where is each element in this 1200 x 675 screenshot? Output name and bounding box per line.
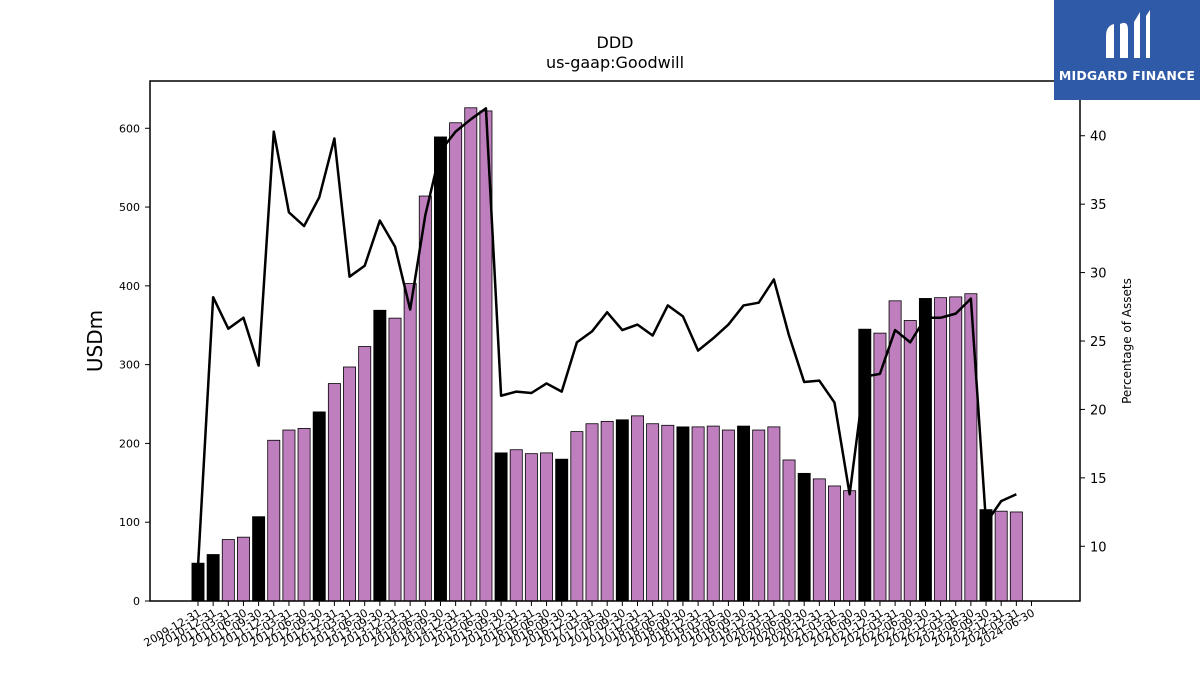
bar-quarter [221, 539, 235, 602]
bar-quarter [282, 429, 296, 602]
y2-tick-label: 15 [1090, 472, 1107, 487]
bar-annual [191, 562, 205, 602]
bar-annual [555, 458, 569, 602]
bar-annual [737, 425, 751, 602]
y-tick-label: 200 [119, 437, 140, 450]
bar-quarter [828, 485, 841, 602]
bar-quarter [600, 420, 614, 602]
bar-quarter [464, 107, 478, 602]
bar-annual [676, 426, 690, 602]
bar-quarter [949, 296, 963, 602]
bar-annual [373, 309, 387, 602]
bar-quarter [767, 426, 781, 602]
midgard-m-logo-icon [1106, 10, 1150, 58]
bar-quarter [297, 428, 311, 602]
bar-quarter [524, 453, 538, 602]
bar-quarter [509, 449, 523, 602]
y-tick-label: 400 [119, 280, 140, 293]
bar-quarter [706, 425, 720, 602]
bar-quarter [903, 320, 917, 602]
y-axis-right: 10 15 20 25 30 35 40 [1080, 130, 1107, 555]
bar-quarter [721, 429, 735, 602]
bar-quarter [661, 424, 675, 602]
bar-quarter [449, 122, 463, 602]
bar-quarter [752, 429, 766, 602]
y2-axis-label: Percentage of Assets [1120, 278, 1134, 404]
bars-layer [191, 107, 1023, 602]
y-tick-label: 500 [119, 201, 140, 214]
bar-quarter [646, 423, 660, 602]
bar-annual [797, 472, 811, 602]
y2-tick-label: 40 [1090, 130, 1107, 145]
bar-quarter [934, 297, 948, 602]
bar-annual [206, 554, 220, 602]
y-tick-label: 300 [119, 359, 140, 372]
y2-tick-label: 10 [1090, 540, 1107, 555]
bar-quarter [540, 452, 554, 602]
y-tick-label: 0 [133, 595, 140, 608]
y2-tick-label: 20 [1090, 403, 1107, 418]
y-tick-label: 100 [119, 516, 140, 529]
percent-of-assets-line [196, 107, 1017, 567]
x-axis: 2009-12-312010-12-312011-03-312011-06-30… [142, 601, 1037, 650]
bar-quarter [1009, 511, 1023, 602]
bar-annual [858, 328, 872, 602]
bar-quarter [570, 431, 584, 602]
y2-tick-label: 25 [1090, 335, 1107, 350]
bar-quarter [327, 383, 341, 602]
bar-annual [918, 298, 932, 602]
bar-quarter [388, 317, 402, 602]
bar-quarter [631, 415, 644, 602]
bar-quarter [782, 459, 796, 602]
chart-subtitle: us-gaap:Goodwill [546, 53, 684, 72]
y2-tick-label: 30 [1090, 267, 1107, 282]
bar-quarter [812, 478, 826, 602]
y-axis-left: 0 100 200 300 400 500 600 [119, 122, 150, 608]
chart-title: DDD [597, 33, 634, 52]
line-layer [196, 107, 1017, 567]
bar-quarter [691, 426, 705, 602]
bar-annual [252, 516, 266, 602]
bar-annual [615, 419, 629, 602]
bar-quarter [994, 510, 1008, 602]
bar-quarter [267, 439, 281, 602]
bar-quarter [358, 346, 372, 602]
y-tick-label: 600 [119, 122, 140, 135]
y2-tick-label: 35 [1090, 198, 1107, 213]
bar-quarter [343, 366, 357, 602]
bar-quarter [418, 195, 432, 602]
bar-annual [434, 136, 447, 602]
brand-name: MIDGARD FINANCE [1058, 68, 1196, 83]
bar-annual [494, 452, 508, 602]
bar-quarter [585, 423, 599, 602]
bar-quarter [236, 536, 250, 602]
bar-quarter [843, 490, 857, 602]
bar-annual [312, 411, 326, 602]
y-axis-label: USDm [83, 310, 107, 372]
brand-logo: MIDGARD FINANCE [1054, 0, 1200, 100]
bar-quarter [964, 293, 978, 602]
bar-quarter [403, 283, 417, 602]
